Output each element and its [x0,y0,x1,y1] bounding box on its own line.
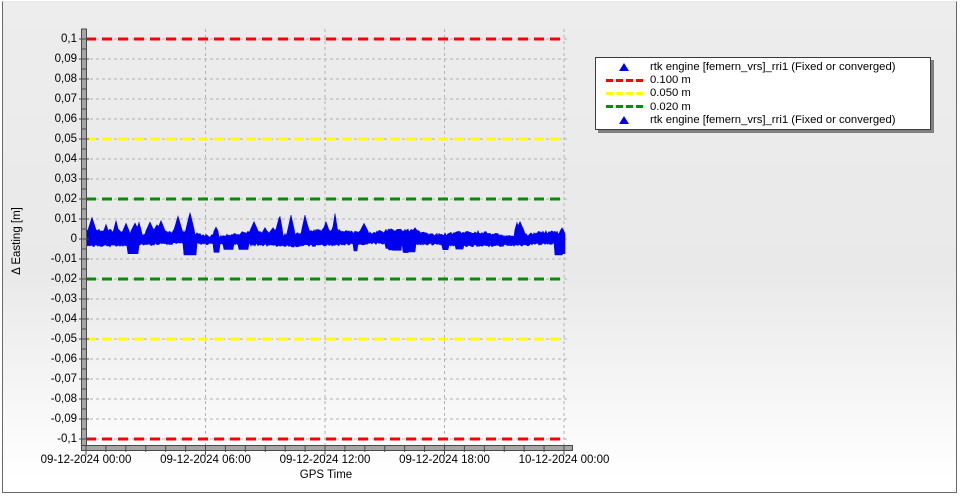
y-tick-label: 0,1 [7,33,77,46]
legend-marker-swatch [598,63,650,71]
y-tick-label: 0,08 [7,73,77,86]
legend-dash-swatch [598,79,650,82]
legend-marker-swatch [598,116,650,124]
y-tick-label: 0,02 [7,193,77,206]
legend-dash-swatch [598,105,650,108]
x-axis-bar [82,446,573,451]
y-tick-label: 0,09 [7,53,77,66]
dashed-line-icon [606,105,643,108]
x-tick-label: 09-12-2024 12:00 [280,454,371,467]
legend-entry-label: 0.100 m [650,74,691,86]
y-tick-label: -0,05 [7,333,77,346]
legend-entry: rtk engine [femern_vrs]_rri1 (Fixed or c… [598,114,926,127]
y-tick-label: -0,07 [7,373,77,386]
x-tick-label: 09-12-2024 18:00 [399,454,490,467]
chart-window: 0,10,090,080,070,060,050,040,030,020,010… [2,1,957,493]
legend-entry-label: rtk engine [femern_vrs]_rri1 (Fixed or c… [650,114,896,126]
legend-entry: rtk engine [femern_vrs]_rri1 (Fixed or c… [598,60,926,73]
y-tick-label: -0,04 [7,313,77,326]
x-tick-label: 09-12-2024 00:00 [41,454,132,467]
legend-entry: 0.050 m [598,87,926,100]
legend-box: rtk engine [femern_vrs]_rri1 (Fixed or c… [595,57,931,130]
legend-entry-label: 0.050 m [650,87,691,99]
x-tick-label: 10-12-2024 00:00 [519,454,610,467]
y-tick-label: 0,05 [7,133,77,146]
y-tick-label: 0,06 [7,113,77,126]
x-tick-label: 09-12-2024 06:00 [160,454,251,467]
y-tick-label: -0,06 [7,353,77,366]
legend-dash-swatch [598,92,650,95]
y-tick-label: -0,1 [7,433,77,446]
dashed-line-icon [606,92,643,95]
y-tick-label: 0,04 [7,153,77,166]
legend-entry-label: 0.020 m [650,101,691,113]
y-tick-label: -0,08 [7,393,77,406]
dashed-line-icon [606,79,643,82]
y-tick-label: 0,03 [7,173,77,186]
legend-entry: 0.100 m [598,73,926,86]
y-tick-label: 0,07 [7,93,77,106]
legend-entry: 0.020 m [598,100,926,113]
x-axis-title: GPS Time [300,469,352,481]
triangle-marker-icon [619,116,629,124]
y-tick-label: -0,03 [7,293,77,306]
legend-entry-label: rtk engine [femern_vrs]_rri1 (Fixed or c… [650,61,896,73]
y-axis-title: Δ Easting [m] [11,207,23,275]
triangle-marker-icon [619,63,629,71]
y-tick-label: -0,09 [7,413,77,426]
